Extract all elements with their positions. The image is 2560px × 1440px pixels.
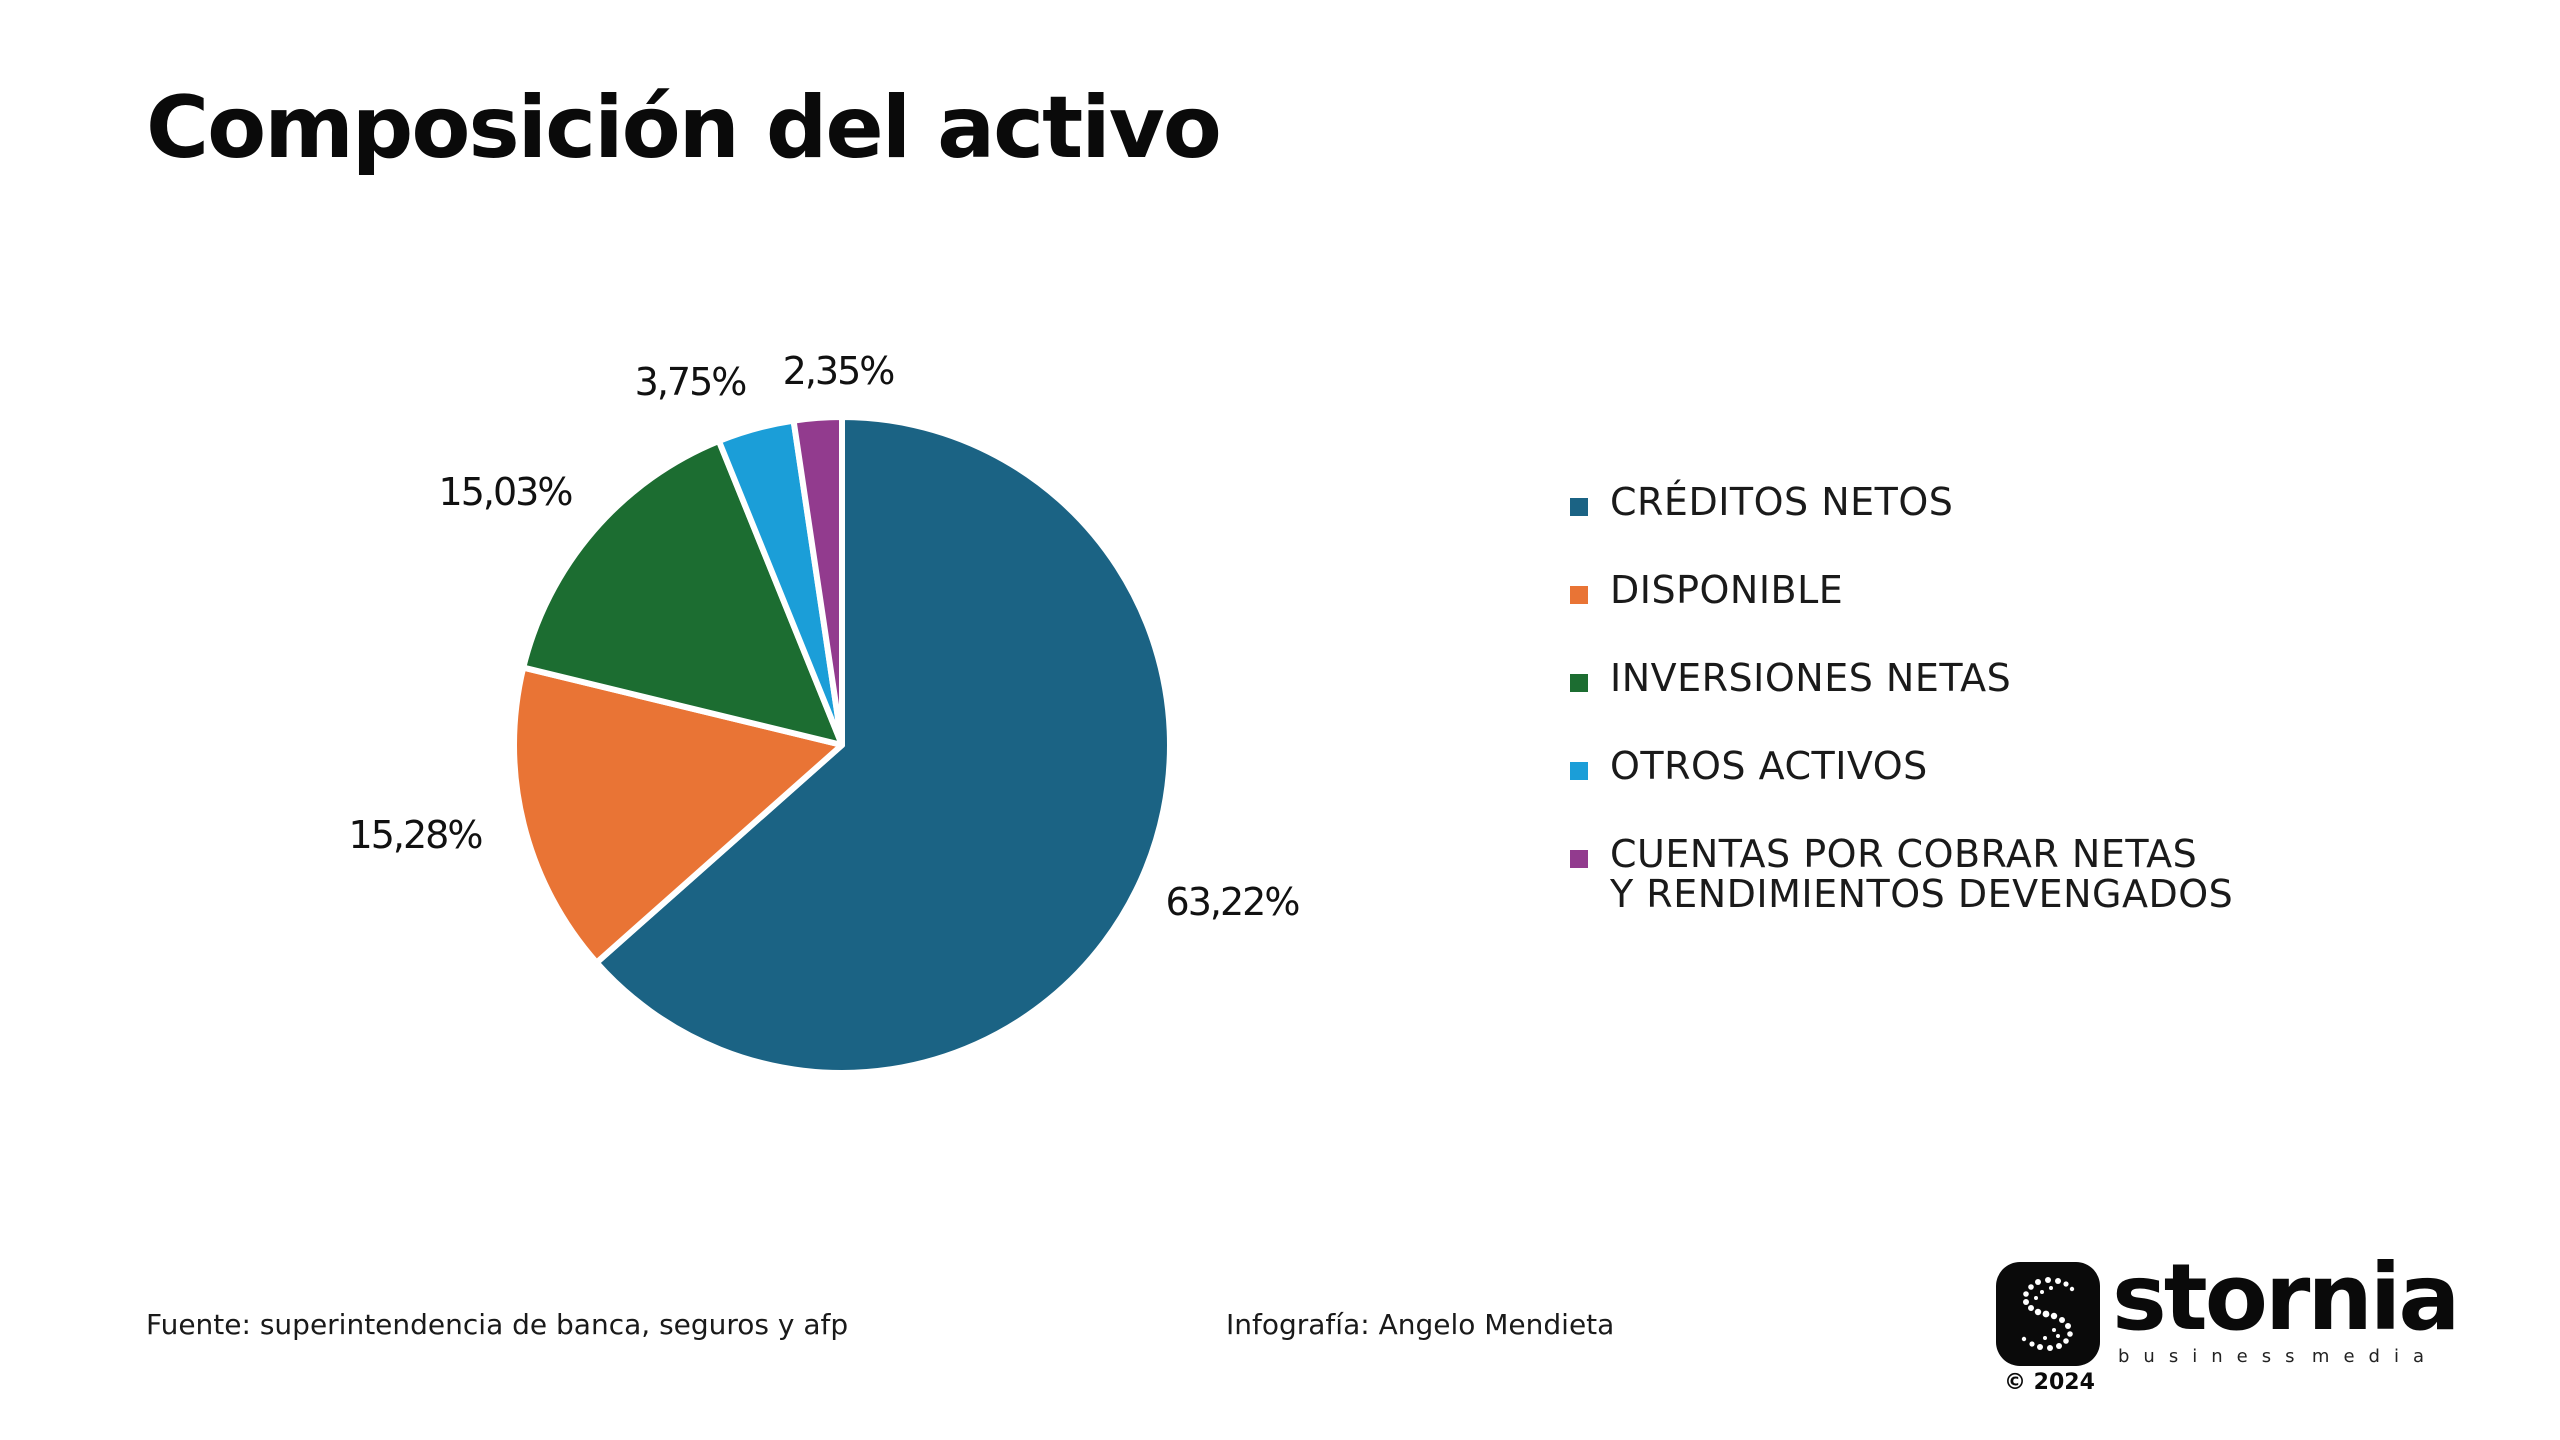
pie-labels: 63,22% 15,28% 15,03% 3,75% 2,35% (349, 349, 1302, 924)
chart-title: Composición del activo (146, 78, 1222, 178)
pie-slice-inversiones-netas (520, 437, 845, 748)
legend-swatch-inversiones-netas (1570, 674, 1588, 692)
legend-label-otros-activos: OTROS ACTIVOS (1610, 744, 1928, 788)
legend-item-creditos-netos: CRÉDITOS NETOS (1570, 482, 2390, 522)
pie-label-cuentas-por-cobrar: 2,35% (783, 349, 895, 393)
logo-tagline-right: media (2311, 1346, 2438, 1367)
pie-slices (511, 414, 1173, 1076)
logo-tagline-left: business (2118, 1346, 2309, 1367)
legend-item-otros-activos: OTROS ACTIVOS (1570, 746, 2390, 786)
legend-swatch-creditos-netos (1570, 498, 1588, 516)
source-note: Fuente: superintendencia de banca, segur… (146, 1308, 849, 1341)
pie-label-inversiones-netas: 15,03% (439, 470, 573, 514)
legend-item-inversiones-netas: INVERSIONES NETAS (1570, 658, 2390, 698)
copyright-year: © 2024 (2004, 1370, 2095, 1395)
credit-note: Infografía: Angelo Mendieta (1226, 1308, 1615, 1341)
chart-legend: CRÉDITOS NETOS DISPONIBLE INVERSIONES NETA… (1570, 482, 2390, 962)
legend-label-inversiones-netas: INVERSIONES NETAS (1610, 656, 2012, 700)
legend-label-creditos-netos: CRÉDITOS NETOS (1610, 480, 1954, 524)
logo-tagline: business media (2118, 1346, 2438, 1367)
logo-wordmark: stornia (2112, 1244, 2460, 1351)
stornia-logo: stornia business media © 2024 (1996, 1244, 2460, 1408)
pie-slice-disponible (511, 664, 845, 966)
legend-item-cuentas-por-cobrar: CUENTAS POR COBRAR NETAS Y RENDIMIENTOS … (1570, 834, 2390, 914)
pie-slice-cuentas-por-cobrar (790, 414, 845, 748)
pie-label-otros-activos: 3,75% (635, 360, 747, 404)
stornia-s-icon (1996, 1262, 2100, 1366)
legend-label-disponible: DISPONIBLE (1610, 568, 1844, 612)
legend-swatch-cuentas-por-cobrar (1570, 850, 1588, 868)
pie-slice-creditos-netos (593, 414, 1173, 1076)
pie-label-creditos-netos: 63,22% (1166, 880, 1300, 924)
pie-label-disponible: 15,28% (349, 813, 483, 857)
legend-swatch-disponible (1570, 586, 1588, 604)
legend-item-disponible: DISPONIBLE (1570, 570, 2390, 610)
legend-label-cuentas-por-cobrar: CUENTAS POR COBRAR NETAS Y RENDIMIENTOS … (1610, 832, 2234, 916)
legend-swatch-otros-activos (1570, 762, 1588, 780)
